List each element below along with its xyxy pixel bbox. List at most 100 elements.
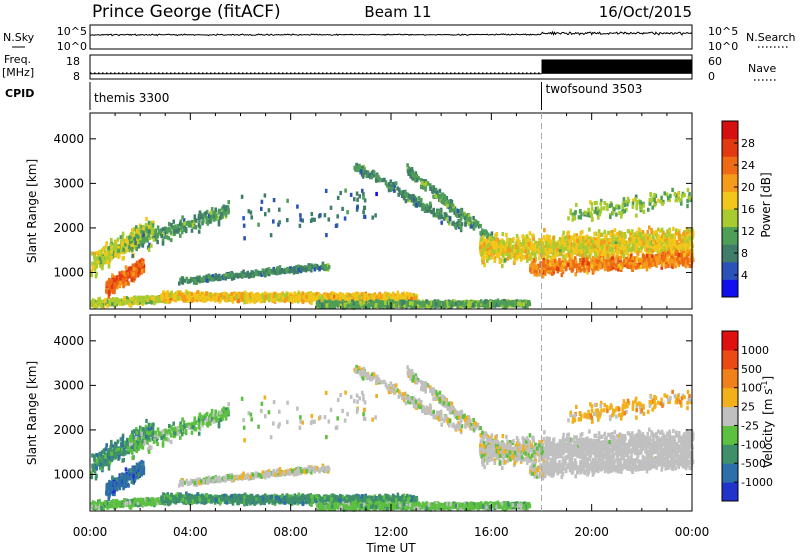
- power-cell: [383, 177, 386, 182]
- power-cell: [112, 289, 115, 295]
- power-cell: [457, 213, 461, 218]
- power-cell: [289, 292, 293, 297]
- power-cell: [360, 292, 363, 297]
- power-cell: [134, 300, 138, 305]
- power-cell: [425, 304, 429, 309]
- power-cell: [179, 233, 182, 238]
- power-cell: [179, 219, 182, 224]
- power-cell: [411, 176, 415, 181]
- power-cell: [116, 237, 120, 242]
- power-cell: [230, 276, 234, 281]
- power-cell: [493, 256, 497, 261]
- power-cell: [107, 251, 111, 256]
- power-cell: [119, 235, 123, 240]
- power-cell: [139, 263, 142, 268]
- power-cell: [152, 220, 155, 225]
- power-cell: [152, 296, 155, 301]
- power-cell: [129, 234, 132, 240]
- power-cell: [476, 220, 480, 226]
- power-cell: [230, 273, 234, 278]
- power-cell: [208, 219, 212, 224]
- power-cell: [119, 281, 122, 286]
- power-cell: [456, 301, 460, 307]
- power-cell: [180, 230, 184, 235]
- power-cell: [467, 304, 471, 309]
- power-cell: [144, 222, 148, 227]
- power-cell: [513, 299, 517, 304]
- power-cell: [369, 175, 372, 180]
- power-heatmap: [90, 162, 695, 310]
- power-cell: [238, 293, 241, 298]
- power-cell: [176, 229, 180, 234]
- power-cell: [347, 303, 350, 308]
- power-cell: [543, 228, 546, 233]
- power-cell: [145, 300, 148, 305]
- power-cell: [390, 295, 393, 300]
- power-cell: [96, 300, 99, 305]
- power-cell: [91, 261, 94, 266]
- power-cell: [458, 302, 461, 307]
- power-cell: [240, 297, 244, 302]
- power-cell: [488, 303, 492, 308]
- power-cell: [354, 305, 358, 310]
- power-cell: [263, 292, 266, 297]
- power-cell: [310, 268, 313, 273]
- power-cell: [105, 289, 108, 294]
- power-cell: [283, 293, 286, 298]
- power-cell: [277, 294, 281, 299]
- power-cell: [377, 176, 381, 182]
- power-cell: [100, 257, 103, 262]
- power-cell: [135, 228, 139, 233]
- power-cell: [138, 232, 142, 237]
- power-cell: [131, 228, 134, 233]
- power-cell: [242, 293, 246, 298]
- power-cell: [117, 248, 120, 253]
- power-cell: [137, 238, 141, 243]
- power-cell: [196, 290, 199, 295]
- power-cell: [370, 175, 374, 180]
- power-cell: [123, 296, 126, 301]
- power-cell: [272, 293, 275, 298]
- power-cell: [431, 189, 434, 194]
- power-cell: [194, 225, 197, 230]
- power-cell: [202, 277, 205, 282]
- power-cell: [470, 224, 473, 229]
- freq-tick-bottom: 8: [73, 70, 80, 83]
- power-cell: [414, 197, 418, 202]
- power-cell: [121, 237, 124, 242]
- power-cell: [322, 303, 326, 308]
- power-cell: [398, 187, 401, 192]
- power-cell: [198, 295, 202, 300]
- power-cell: [321, 304, 324, 310]
- power-cell: [167, 236, 170, 241]
- power-cell: [471, 303, 475, 308]
- power-cell: [311, 292, 315, 297]
- power-cell: [150, 296, 154, 301]
- power-cell: [495, 241, 499, 246]
- power-cell: [482, 302, 485, 307]
- power-cell: [130, 296, 134, 302]
- power-cell: [381, 178, 384, 183]
- power-cell: [446, 203, 449, 208]
- power-cell: [325, 297, 328, 302]
- power-cell: [402, 195, 406, 200]
- power-cell: [99, 252, 103, 257]
- power-cell: [105, 286, 109, 291]
- power-cell: [436, 193, 440, 198]
- power-cell: [141, 237, 145, 242]
- power-cell: [440, 212, 443, 217]
- power-cell: [327, 265, 331, 270]
- power-cell: [387, 188, 391, 193]
- power-cell: [233, 273, 237, 278]
- power-cell: [233, 296, 236, 301]
- power-cell: [301, 295, 304, 300]
- power-cell: [111, 273, 114, 278]
- power-cell: [367, 173, 370, 178]
- power-cell: [229, 296, 233, 301]
- power-cell: [120, 301, 123, 306]
- power-cell: [336, 303, 339, 308]
- power-cell: [178, 281, 181, 286]
- power-cell: [435, 213, 439, 218]
- power-cell: [191, 222, 195, 228]
- power-cell: [114, 283, 117, 289]
